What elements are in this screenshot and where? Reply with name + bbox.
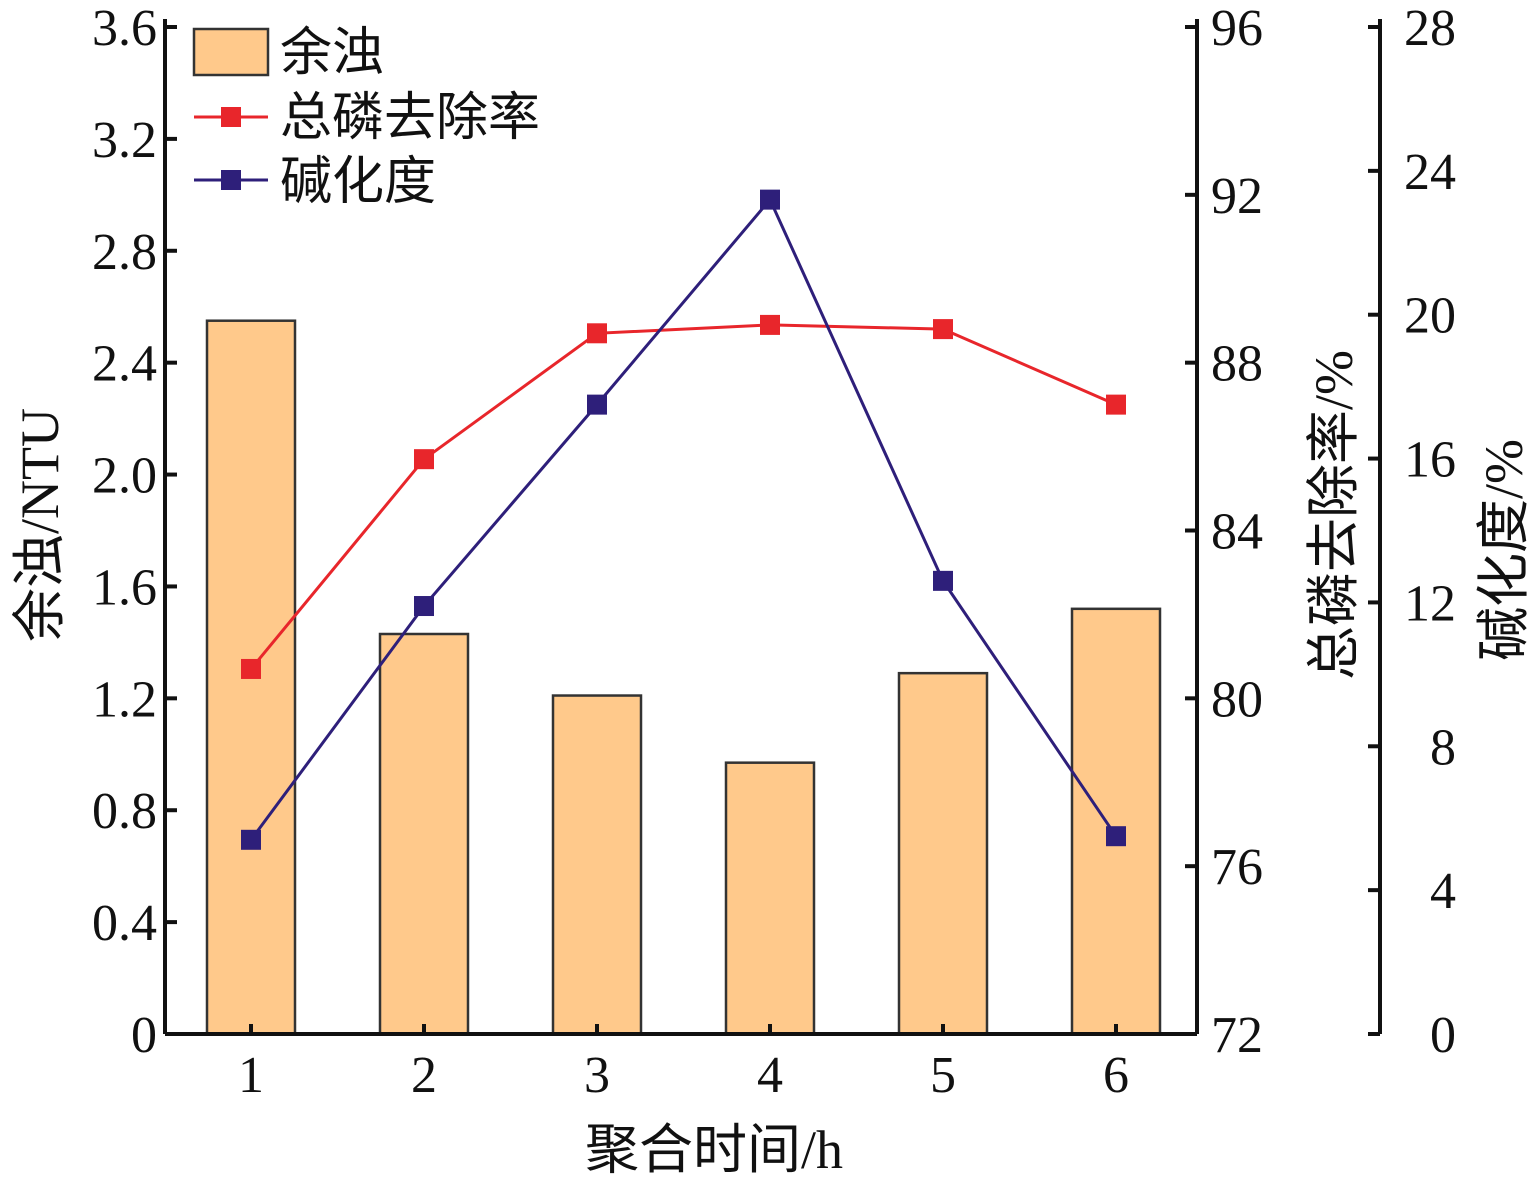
left-tick-label: 1.6	[92, 559, 157, 616]
lines-layer	[241, 189, 1126, 850]
bar-5	[897, 671, 989, 1036]
left-tick-label: 0.8	[92, 783, 157, 840]
ticks-layer: 00.40.81.21.62.02.42.83.23.6727680848892…	[92, 0, 1456, 1104]
point-phosphorus-5	[933, 319, 953, 340]
left-axis-title: 余浊/NTU	[10, 408, 70, 642]
x-tick-label: 5	[930, 1047, 956, 1104]
legend-label-basicity: 碱化度	[280, 154, 436, 211]
series-line-phosphorus	[249, 323, 1117, 670]
x-tick-label: 1	[238, 1047, 264, 1104]
left-tick-label: 3.2	[92, 112, 157, 169]
left-tick-label: 2.0	[92, 448, 157, 505]
right2-tick-label: 0	[1430, 1007, 1456, 1064]
bar-2	[378, 632, 470, 1036]
right2-tick-label: 12	[1404, 575, 1456, 632]
right1-tick-label: 96	[1211, 0, 1263, 57]
axes-layer	[163, 19, 1382, 1036]
legend: 余浊 总磷去除率 碱化度	[192, 25, 540, 211]
right2-tick-label: 28	[1404, 0, 1456, 57]
bar-3	[551, 694, 643, 1036]
right2-tick-label: 4	[1430, 863, 1456, 920]
legend-marker-basicity	[221, 170, 241, 190]
bar-6	[1070, 607, 1162, 1036]
x-tick-label: 4	[757, 1047, 783, 1104]
right2-tick-label: 16	[1404, 432, 1456, 489]
point-basicity-1	[241, 829, 261, 850]
bars-layer	[205, 319, 1162, 1036]
right2-tick-label: 8	[1430, 719, 1456, 776]
left-tick-label: 1.2	[92, 671, 157, 728]
right2-tick-label: 24	[1404, 144, 1456, 201]
point-basicity-6	[1106, 826, 1126, 847]
right1-tick-label: 76	[1211, 839, 1263, 896]
left-tick-label: 2.4	[92, 336, 157, 393]
right1-tick-label: 88	[1211, 336, 1263, 393]
legend-label-phosphorus: 总磷去除率	[280, 90, 540, 147]
right2-axis-title: 碱化度/%	[1474, 439, 1534, 661]
right1-tick-label: 84	[1211, 504, 1263, 561]
point-basicity-4	[760, 189, 780, 210]
left-tick-label: 0.4	[92, 895, 157, 952]
point-phosphorus-2	[414, 449, 434, 470]
right1-tick-label: 92	[1211, 168, 1263, 225]
left-tick-label: 3.6	[92, 0, 157, 57]
x-tick-label: 3	[584, 1047, 610, 1104]
point-basicity-5	[933, 570, 953, 591]
right2-tick-label: 20	[1404, 288, 1456, 345]
x-tick-label: 2	[411, 1047, 437, 1104]
point-phosphorus-1	[241, 658, 261, 679]
point-phosphorus-6	[1106, 394, 1126, 415]
legend-label-bar: 余浊	[280, 25, 384, 82]
x-axis-title: 聚合时间/h	[585, 1120, 843, 1180]
legend-swatch-bar	[192, 27, 270, 77]
left-tick-label: 0	[131, 1007, 157, 1064]
right1-axis-title: 总磷去除率/%	[1304, 350, 1364, 680]
left-tick-label: 2.8	[92, 224, 157, 281]
right1-tick-label: 72	[1211, 1007, 1263, 1064]
x-tick-label: 6	[1103, 1047, 1129, 1104]
point-basicity-3	[587, 394, 607, 415]
series-line-basicity	[249, 196, 1118, 841]
point-phosphorus-3	[587, 323, 607, 344]
legend-marker-phosphorus	[221, 107, 241, 127]
point-basicity-2	[414, 596, 434, 617]
bar-4	[724, 761, 816, 1036]
right1-tick-label: 80	[1211, 671, 1263, 728]
point-phosphorus-4	[760, 314, 780, 335]
